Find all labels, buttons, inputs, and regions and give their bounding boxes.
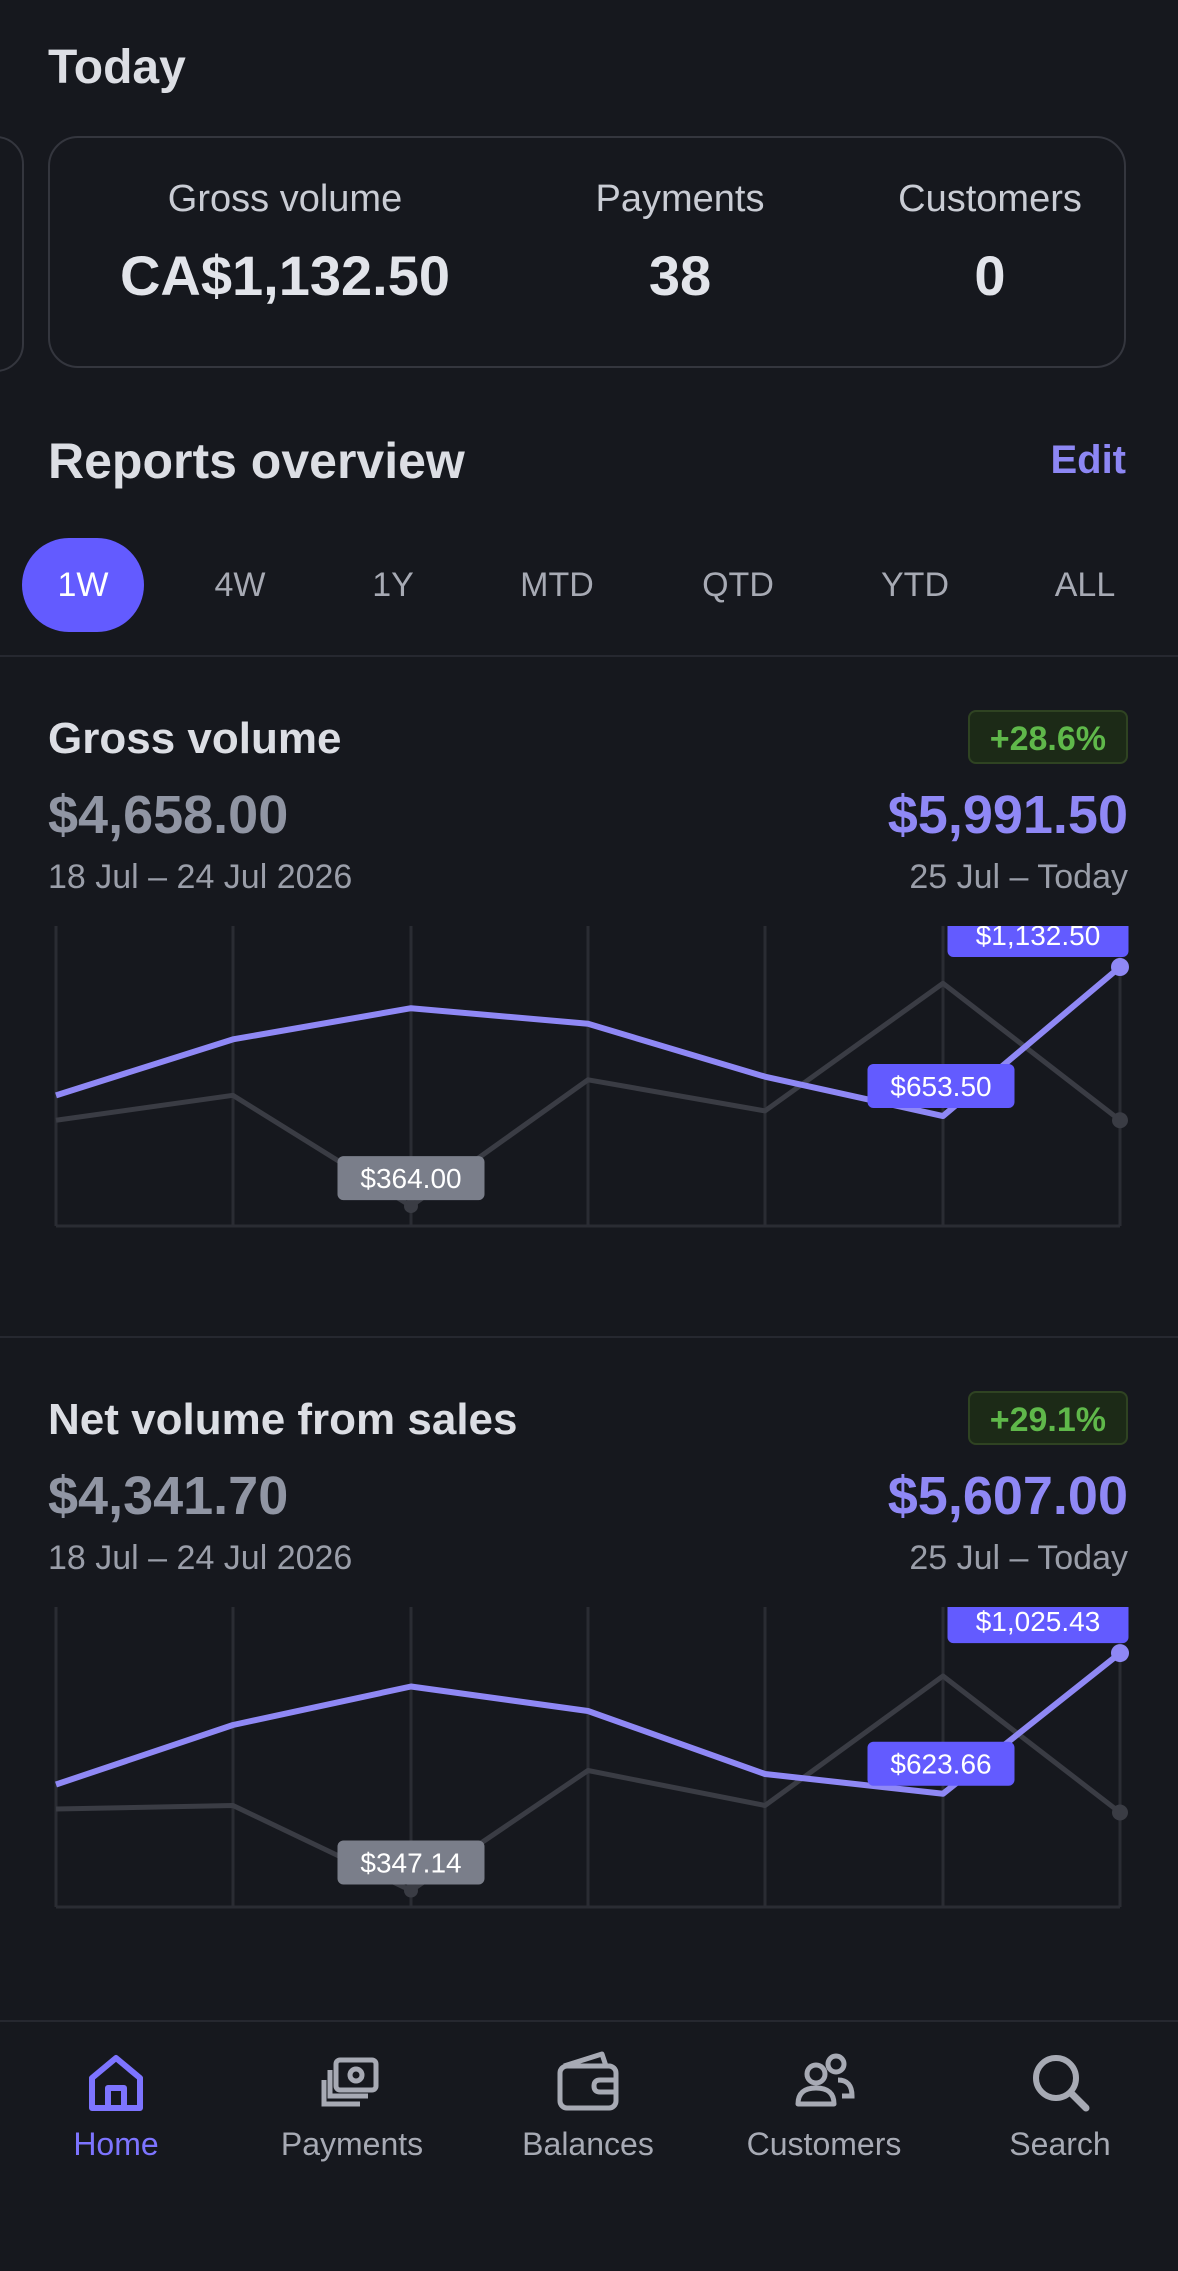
current-period-value: $5,991.50 — [887, 785, 1128, 845]
gross-volume-report[interactable]: Gross volume +28.6% $4,658.00 $5,991.50 … — [0, 656, 1178, 1336]
current-peak-label-bg — [947, 926, 1129, 957]
divider — [0, 655, 1178, 657]
previous-period-value: $4,341.70 — [48, 1466, 289, 1526]
bottom-navigation: Home Payments Balances Customers — [0, 2020, 1178, 2271]
current-end-point — [1111, 958, 1129, 976]
range-tabs: 1W 4W 1Y MTD QTD YTD ALL — [0, 538, 1178, 632]
reports-overview-title: Reports overview — [48, 433, 465, 489]
previous-low-label-text: $347.14 — [360, 1848, 461, 1879]
current-period-range: 25 Jul – Today — [909, 1539, 1128, 1577]
section-title: Gross volume — [48, 714, 342, 763]
nav-customers[interactable]: Customers — [724, 2042, 924, 2163]
today-title: Today — [48, 41, 186, 94]
previous-card-edge[interactable] — [0, 136, 24, 372]
nav-balances[interactable]: Balances — [488, 2042, 688, 2163]
metric-value: CA$1,132.50 — [119, 244, 450, 307]
current-peak-label: $1,132.50 — [947, 926, 1129, 957]
chart-svg: $347.14 $623.66 $1,025.43 — [54, 1607, 1129, 1909]
current-period-line — [55, 1650, 1122, 1797]
current-dip-label: $653.50 — [867, 1064, 1015, 1109]
metric-payments: Payments 38 — [550, 178, 810, 308]
chart-svg: $364.00 $653.50 $1,132.50 — [54, 926, 1129, 1228]
previous-low-label-text: $364.00 — [360, 1163, 461, 1194]
payments-icon — [321, 2057, 379, 2107]
metric-label: Payments — [595, 178, 765, 220]
previous-period-line — [55, 1673, 1122, 1894]
current-dip-label-bg — [867, 1741, 1015, 1786]
metric-label: Gross volume — [167, 178, 403, 220]
customers-icon — [795, 2053, 855, 2107]
nav-payments[interactable]: Payments — [252, 2042, 452, 2163]
change-badge: +28.6% — [967, 710, 1128, 764]
net-volume-chart[interactable]: $347.14 $623.66 $1,025.43 — [0, 1607, 1178, 2017]
current-period-value: $5,607.00 — [887, 1466, 1128, 1526]
metric-customers: Customers 0 — [860, 178, 1120, 308]
tab-4w[interactable]: 4W — [214, 566, 266, 604]
current-dip-label-text: $623.66 — [890, 1749, 991, 1780]
previous-period-value: $4,658.00 — [48, 785, 289, 845]
current-dip-label: $623.66 — [867, 1741, 1015, 1786]
nav-search[interactable]: Search — [960, 2042, 1160, 2163]
divider — [0, 1336, 1178, 1338]
tab-1w[interactable]: 1W — [22, 538, 144, 632]
tab-ytd[interactable]: YTD — [881, 566, 949, 604]
current-dip-label-text: $653.50 — [890, 1071, 991, 1102]
previous-period-line — [55, 980, 1122, 1209]
previous-end-point — [1112, 1804, 1128, 1821]
previous-end-point — [1112, 1112, 1128, 1129]
nav-home[interactable]: Home — [16, 2042, 216, 2163]
metric-value: 38 — [648, 244, 712, 307]
previous-period-range: 18 Jul – 24 Jul 2026 — [48, 858, 353, 896]
nav-label: Balances — [522, 2126, 654, 2162]
metric-value: 0 — [974, 244, 1006, 307]
section-title: Net volume from sales — [48, 1395, 518, 1444]
tab-qtd[interactable]: QTD — [702, 566, 774, 604]
previous-low-point — [404, 1199, 418, 1214]
metric-gross-volume: Gross volume CA$1,132.50 — [90, 178, 480, 308]
previous-low-label-bg — [337, 1156, 485, 1201]
nav-label: Home — [73, 2126, 159, 2162]
edit-button[interactable]: Edit — [1050, 438, 1126, 482]
home-icon — [89, 2055, 143, 2111]
net-volume-report[interactable]: Net volume from sales +29.1% $4,341.70 $… — [0, 1337, 1178, 2017]
current-peak-label-bg — [947, 1607, 1129, 1644]
current-peak-label-text: $1,025.43 — [976, 1607, 1101, 1637]
previous-low-label: $364.00 — [337, 1156, 485, 1201]
current-dip-label-bg — [867, 1064, 1015, 1109]
current-peak-label: $1,025.43 — [947, 1607, 1129, 1644]
current-period-line — [55, 964, 1122, 1120]
nav-label: Payments — [280, 2126, 424, 2162]
previous-low-point — [404, 1883, 418, 1898]
previous-low-label-bg — [337, 1840, 485, 1885]
previous-low-label: $347.14 — [337, 1840, 485, 1885]
wallet-icon — [557, 2051, 619, 2111]
current-peak-label-text: $1,132.50 — [976, 926, 1101, 951]
tab-all[interactable]: ALL — [1054, 566, 1116, 604]
metric-label: Customers — [898, 178, 1082, 220]
nav-label: Customers — [746, 2126, 902, 2162]
tab-1y[interactable]: 1Y — [372, 566, 414, 604]
previous-period-range: 18 Jul – 24 Jul 2026 — [48, 1539, 353, 1577]
nav-label: Search — [1009, 2126, 1111, 2162]
tab-mtd[interactable]: MTD — [520, 566, 594, 604]
search-icon — [1033, 2055, 1090, 2112]
current-period-range: 25 Jul – Today — [909, 858, 1128, 896]
current-end-point — [1111, 1644, 1129, 1663]
today-summary-card[interactable]: Gross volume CA$1,132.50 Payments 38 Cus… — [48, 136, 1126, 368]
gross-volume-chart[interactable]: $364.00 $653.50 $1,132.50 — [0, 926, 1178, 1336]
change-badge: +29.1% — [967, 1391, 1128, 1445]
